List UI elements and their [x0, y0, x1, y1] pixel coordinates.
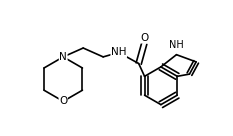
Text: NH: NH — [111, 47, 127, 57]
Text: O: O — [140, 33, 148, 43]
Text: N: N — [59, 52, 67, 62]
Text: O: O — [59, 96, 67, 106]
Text: NH: NH — [169, 40, 184, 50]
